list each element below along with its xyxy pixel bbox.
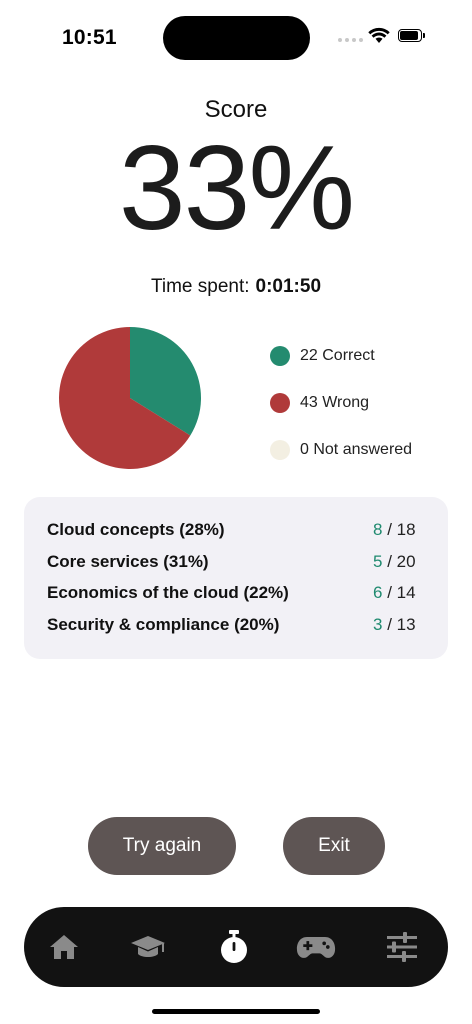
- tab-bar: [24, 907, 448, 987]
- domain-row: Economics of the cloud (22%) 6 / 14: [47, 583, 427, 607]
- tab-learn[interactable]: [128, 927, 168, 967]
- stopwatch-icon: [221, 930, 247, 963]
- cellular-signal-icon: [338, 36, 364, 44]
- domain-correct-count: 5: [373, 552, 383, 571]
- dynamic-island: [163, 16, 310, 60]
- legend-label-not-answered: 0 Not answered: [300, 441, 413, 458]
- chart-legend: 22 Correct 43 Wrong 0 Not answered: [270, 344, 412, 485]
- legend-label-correct: 22 Correct: [300, 347, 375, 364]
- time-spent-value: 0:01:50: [255, 276, 322, 297]
- results-pie-chart: [59, 327, 201, 469]
- legend-dot-wrong: [270, 393, 290, 413]
- tab-home[interactable]: [44, 927, 84, 967]
- legend-label-wrong: 43 Wrong: [300, 394, 370, 411]
- legend-item-wrong: 43 Wrong: [270, 391, 412, 415]
- score-percentage: 33%: [118, 121, 355, 255]
- tab-games[interactable]: [296, 927, 336, 967]
- domain-total: / 18: [387, 520, 416, 539]
- domain-correct-count: 8: [373, 520, 383, 539]
- domain-total: / 14: [387, 583, 416, 602]
- status-bar: 10:51: [0, 0, 472, 80]
- home-indicator: [152, 1009, 320, 1014]
- home-icon: [50, 935, 78, 959]
- domain-name: Core services (31%): [47, 552, 209, 571]
- domain-total: / 13: [387, 615, 416, 634]
- status-time: 10:51: [62, 26, 117, 49]
- domain-row: Core services (31%) 5 / 20: [47, 552, 427, 576]
- time-spent: Time spent: 0:01:50: [0, 276, 472, 298]
- domain-correct-count: 3: [373, 615, 383, 634]
- domain-score: 6 / 14: [373, 583, 416, 603]
- exit-button[interactable]: Exit: [283, 817, 385, 875]
- domain-score: 5 / 20: [373, 552, 416, 572]
- domain-name: Cloud concepts (28%): [47, 520, 225, 539]
- domain-name: Economics of the cloud (22%): [47, 583, 289, 602]
- domain-row: Cloud concepts (28%) 8 / 18: [47, 520, 427, 544]
- try-again-button[interactable]: Try again: [88, 817, 236, 875]
- sliders-icon: [387, 932, 417, 962]
- legend-dot-not-answered: [270, 440, 290, 460]
- domain-name: Security & compliance (20%): [47, 615, 280, 634]
- tab-exam[interactable]: [214, 927, 254, 967]
- pie-slice-wrong: [59, 327, 191, 469]
- domain-total: / 20: [387, 552, 416, 571]
- domain-row: Security & compliance (20%) 3 / 13: [47, 615, 427, 639]
- wifi-icon: [368, 27, 390, 43]
- domain-breakdown-card: Cloud concepts (28%) 8 / 18 Core service…: [24, 497, 448, 659]
- battery-icon: [398, 29, 426, 44]
- graduation-cap-icon: [131, 936, 165, 957]
- domain-score: 3 / 13: [373, 615, 416, 635]
- pie-slice-correct: [130, 327, 201, 436]
- legend-item-not-answered: 0 Not answered: [270, 438, 412, 462]
- legend-dot-correct: [270, 346, 290, 366]
- time-spent-label: Time spent:: [150, 276, 250, 297]
- gamepad-icon: [296, 937, 336, 958]
- domain-correct-count: 6: [373, 583, 383, 602]
- score-label: Score: [204, 96, 268, 123]
- tab-settings[interactable]: [382, 927, 422, 967]
- legend-item-correct: 22 Correct: [270, 344, 412, 368]
- domain-score: 8 / 18: [373, 520, 416, 540]
